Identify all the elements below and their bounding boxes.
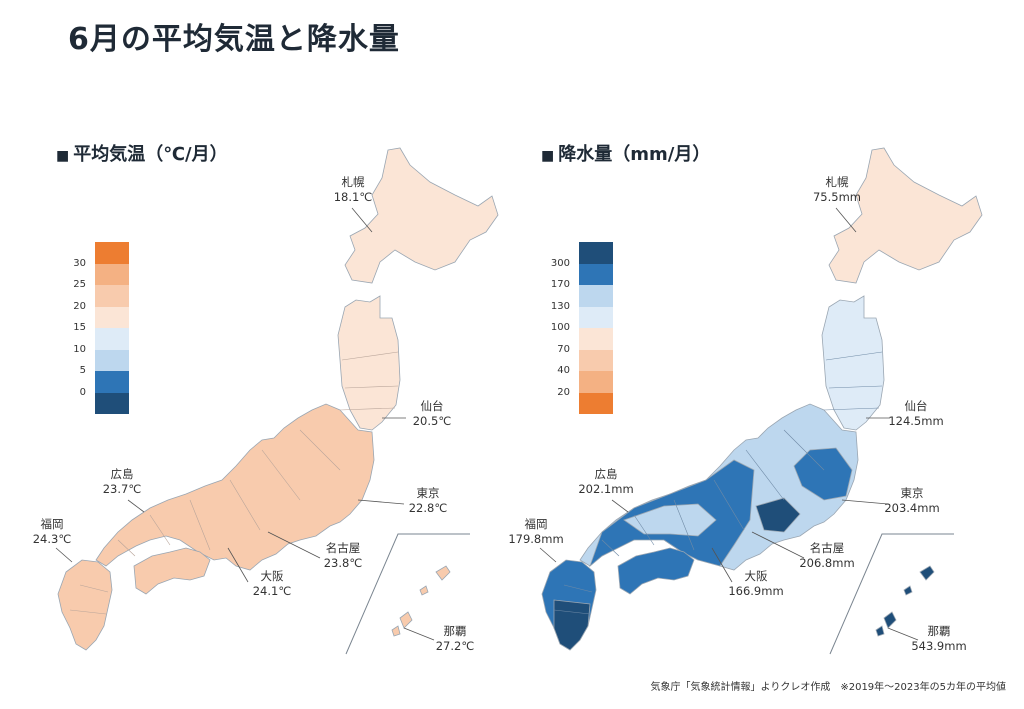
okinawa-inset-frame [829,533,954,655]
temperature-panel-title: ■ 平均気温（℃/月） [56,140,228,166]
city-value-label: 543.9mm [911,639,966,653]
legend-tick-label: 30 [73,257,86,269]
okinawa-inset-frame [345,533,470,655]
city-name-label: 東京 [417,486,440,500]
legend-tick-label: 20 [557,386,570,398]
legend-tick-label: 170 [550,279,570,290]
legend-tick-label: 15 [73,322,86,333]
square-bullet-icon: ■ [541,148,555,164]
legend-swatch [95,349,129,371]
city-name-label: 仙台 [905,399,928,413]
legend-tick-label: 40 [557,365,570,376]
city-value-label: 206.8mm [799,556,854,570]
legend-swatch [95,306,129,328]
page-title: 6月の平均気温と降水量 [68,22,400,57]
legend-swatch [95,285,129,307]
city-value-label: 23.7℃ [103,482,142,496]
city-value-label: 23.8℃ [324,556,363,570]
legend-tick-label: 25 [73,279,86,290]
legend-tick-label: 300 [550,257,570,269]
legend-swatch [95,328,129,350]
legend-swatch [579,285,613,307]
legend-swatch [579,392,613,414]
city-value-label: 179.8mm [508,532,563,546]
city-value-label: 27.2℃ [436,639,475,653]
legend-swatch [579,349,613,371]
city-name-label: 広島 [111,467,134,481]
legend-swatch [95,392,129,414]
city-value-label: 124.5mm [888,414,943,428]
legend-tick-label: 70 [557,343,570,355]
precipitation-legend [579,242,613,414]
legend-swatch [95,371,129,393]
legend-swatch [579,263,613,285]
source-note: 気象庁「気象統計情報」よりクレオ作成 ※2019年～2023年の5カ年の平均値 [650,682,1006,693]
city-name-label: 札幌 [342,175,365,189]
city-name-label: 大阪 [261,569,284,583]
city-name-label: 札幌 [826,175,849,189]
legend-swatch [95,242,129,264]
city-name-label: 那覇 [444,624,467,638]
legend-swatch [579,242,613,264]
city-name-label: 大阪 [745,569,768,583]
legend-swatch [579,328,613,350]
legend-swatch [95,263,129,285]
city-name-label: 名古屋 [326,541,361,555]
precipitation-legend-labels: 300 170 130 100 70 40 20 [540,242,570,414]
legend-tick-label: 5 [79,365,86,376]
temperature-legend [95,242,129,414]
city-value-label: 22.8℃ [409,501,448,515]
city-name-label: 那覇 [928,624,951,638]
city-name-label: 名古屋 [810,541,845,555]
legend-tick-label: 20 [73,300,86,312]
city-value-label: 203.4mm [884,501,939,515]
precipitation-map [541,147,983,651]
precipitation-panel-title: ■ 降水量（mm/月） [541,140,710,166]
precipitation-leader-lines [539,207,919,641]
city-name-label: 広島 [595,467,618,481]
city-value-label: 166.9mm [728,584,783,598]
legend-swatch [579,371,613,393]
legend-tick-label: 130 [550,300,570,312]
square-bullet-icon: ■ [56,148,70,164]
legend-swatch [579,306,613,328]
city-value-label: 24.1℃ [253,584,292,598]
temperature-leader-lines [55,207,435,641]
temperature-legend-labels: 30 25 20 15 10 5 0 [56,242,86,414]
city-value-label: 75.5mm [813,190,861,204]
city-value-label: 202.1mm [578,482,633,496]
city-value-label: 24.3℃ [33,532,72,546]
city-name-label: 福岡 [41,517,64,531]
city-name-label: 福岡 [525,517,548,531]
legend-tick-label: 0 [79,386,86,398]
legend-tick-label: 10 [73,343,86,355]
temperature-map [57,147,499,651]
city-value-label: 18.1℃ [334,190,373,204]
precipitation-heading: 降水量（mm/月） [558,144,711,165]
city-value-label: 20.5℃ [413,414,452,428]
city-name-label: 仙台 [421,399,444,413]
city-name-label: 東京 [901,486,924,500]
legend-tick-label: 100 [550,322,570,333]
temperature-heading: 平均気温（℃/月） [73,144,228,165]
